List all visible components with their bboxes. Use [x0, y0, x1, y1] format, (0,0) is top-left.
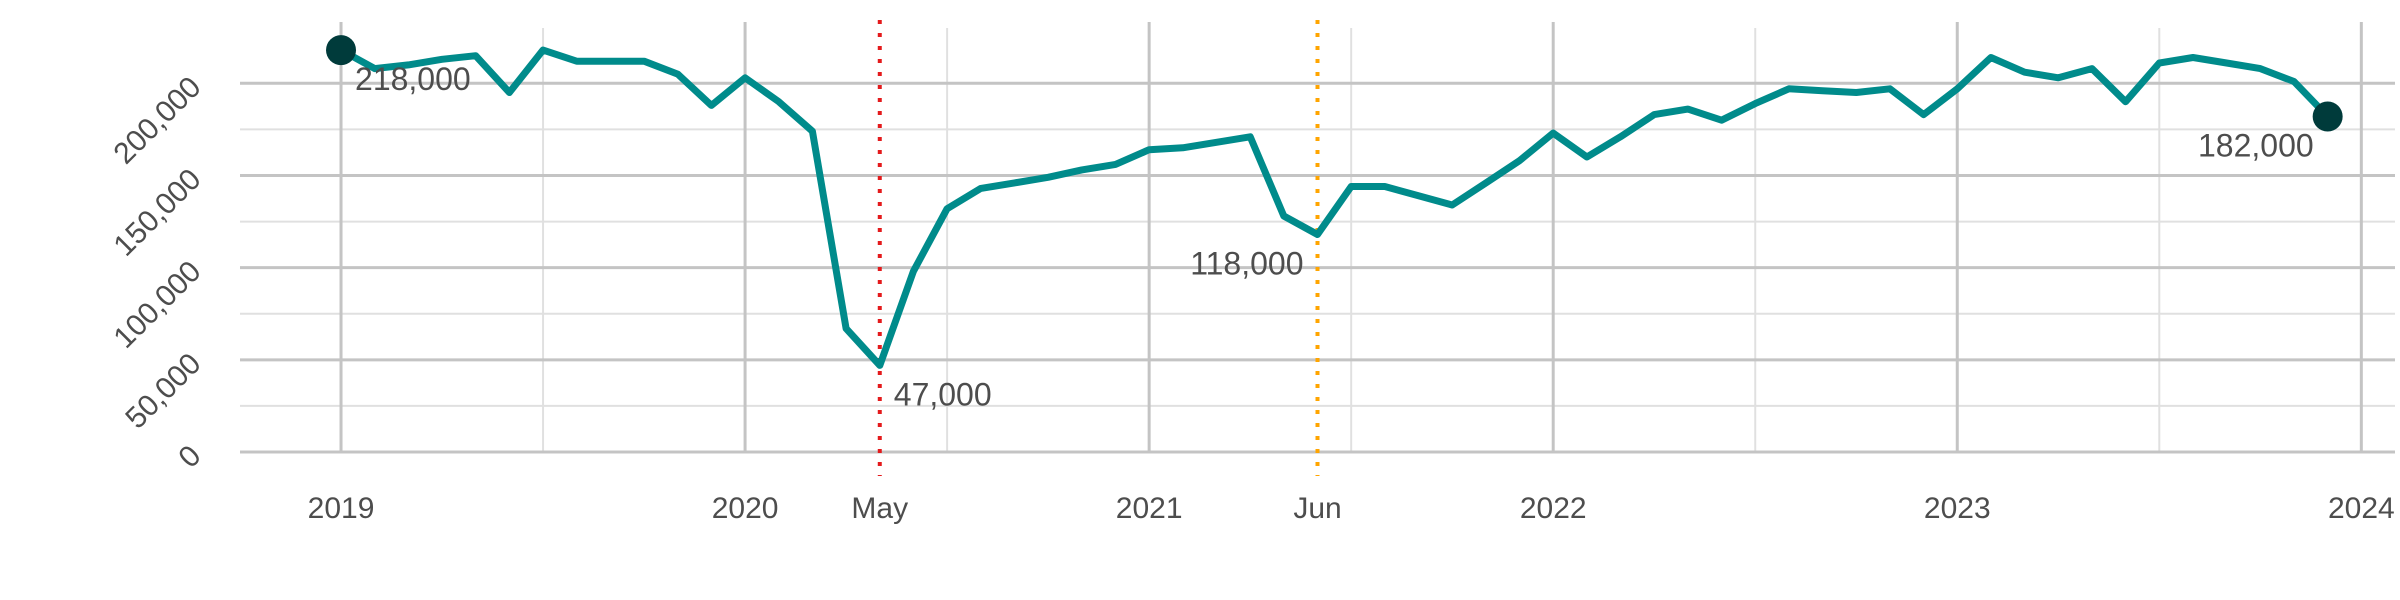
value-annotation: 218,000	[355, 61, 471, 97]
value-annotation: 118,000	[1190, 245, 1303, 281]
y-tick-label: 150,000	[108, 163, 208, 263]
x-tick-label: 2024	[2328, 492, 2395, 525]
value-annotation: 182,000	[2198, 127, 2314, 163]
y-tick-label: 100,000	[108, 255, 208, 355]
series-line	[337, 46, 2332, 369]
x-tick-label: 2023	[1924, 492, 1991, 525]
y-tick-label: 0	[172, 439, 207, 474]
x-tick-label: 2021	[1116, 492, 1183, 525]
y-tick-label: 200,000	[108, 71, 208, 171]
value-annotation: 47,000	[894, 376, 992, 412]
x-tick-label: 2020	[712, 492, 779, 525]
x-tick-label: 2019	[308, 492, 375, 525]
event-label: May	[851, 492, 908, 525]
endpoint-marker	[2312, 101, 2343, 132]
event-label: Jun	[1293, 492, 1341, 525]
endpoint-marker	[326, 35, 357, 66]
x-tick-label: 2022	[1520, 492, 1587, 525]
y-tick-label: 50,000	[119, 347, 207, 435]
